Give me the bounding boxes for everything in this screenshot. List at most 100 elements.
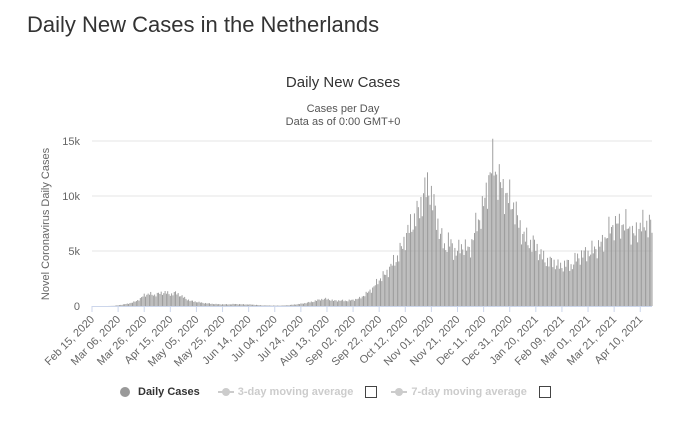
bar[interactable]: [507, 203, 509, 306]
bar[interactable]: [207, 303, 209, 306]
bar[interactable]: [560, 262, 562, 306]
bar[interactable]: [451, 243, 453, 306]
bar[interactable]: [526, 227, 528, 306]
bar[interactable]: [118, 305, 120, 306]
bar[interactable]: [645, 230, 646, 306]
bar[interactable]: [492, 138, 494, 306]
bar[interactable]: [603, 251, 605, 306]
bar[interactable]: [301, 303, 303, 306]
bar[interactable]: [417, 207, 419, 306]
bar[interactable]: [143, 293, 145, 306]
bar[interactable]: [541, 259, 543, 306]
bar[interactable]: [364, 296, 366, 306]
bar[interactable]: [151, 294, 153, 306]
bar[interactable]: [544, 262, 546, 306]
bar[interactable]: [163, 293, 165, 306]
bar[interactable]: [639, 222, 641, 306]
bar[interactable]: [547, 257, 549, 306]
bar[interactable]: [150, 291, 152, 306]
bar[interactable]: [471, 239, 473, 306]
bar[interactable]: [638, 228, 640, 306]
bar[interactable]: [340, 300, 342, 306]
bar[interactable]: [209, 303, 210, 306]
bar[interactable]: [242, 304, 244, 306]
bar[interactable]: [289, 304, 291, 306]
bar[interactable]: [155, 296, 157, 306]
bar[interactable]: [383, 274, 385, 306]
bar[interactable]: [430, 185, 432, 306]
bar[interactable]: [286, 305, 287, 306]
bar[interactable]: [621, 225, 623, 306]
bar[interactable]: [437, 218, 439, 306]
bar[interactable]: [223, 304, 225, 306]
bar[interactable]: [518, 227, 520, 306]
bar[interactable]: [429, 204, 431, 306]
bar[interactable]: [323, 298, 325, 306]
bar[interactable]: [253, 304, 255, 306]
bar[interactable]: [210, 303, 212, 306]
bar[interactable]: [505, 193, 507, 306]
bar[interactable]: [489, 172, 491, 306]
bar[interactable]: [239, 304, 240, 306]
bar[interactable]: [355, 298, 357, 306]
bar[interactable]: [322, 299, 324, 306]
bar[interactable]: [579, 264, 581, 306]
bar[interactable]: [141, 297, 143, 306]
bar[interactable]: [194, 301, 196, 306]
bar[interactable]: [432, 210, 434, 306]
bar[interactable]: [368, 291, 370, 306]
bar[interactable]: [250, 304, 252, 306]
bar[interactable]: [510, 209, 512, 306]
bar[interactable]: [262, 305, 264, 306]
bar[interactable]: [496, 174, 498, 306]
bar[interactable]: [182, 297, 184, 306]
bar[interactable]: [327, 298, 329, 306]
bar[interactable]: [534, 239, 535, 306]
bar[interactable]: [393, 254, 395, 306]
bar[interactable]: [229, 304, 231, 306]
bar[interactable]: [256, 304, 257, 306]
bar[interactable]: [197, 302, 199, 306]
bar[interactable]: [173, 292, 175, 306]
bar[interactable]: [416, 200, 418, 306]
bar[interactable]: [124, 304, 126, 306]
bar[interactable]: [611, 227, 612, 306]
bar[interactable]: [188, 299, 190, 306]
bar[interactable]: [297, 303, 299, 306]
bar[interactable]: [539, 254, 541, 306]
bar[interactable]: [241, 304, 243, 306]
bar[interactable]: [474, 232, 475, 306]
bar[interactable]: [535, 251, 537, 306]
bar[interactable]: [515, 201, 517, 306]
bar[interactable]: [122, 304, 124, 306]
bar[interactable]: [633, 233, 635, 306]
bar[interactable]: [291, 304, 293, 306]
bar[interactable]: [257, 304, 259, 306]
bar[interactable]: [175, 291, 177, 306]
bar[interactable]: [520, 244, 522, 306]
bar[interactable]: [514, 224, 516, 306]
bar[interactable]: [343, 301, 345, 306]
bar[interactable]: [502, 179, 504, 306]
bar[interactable]: [421, 216, 423, 306]
bar[interactable]: [349, 300, 351, 306]
bars-daily-cases[interactable]: [108, 138, 653, 306]
bar[interactable]: [586, 261, 588, 306]
bar[interactable]: [530, 239, 532, 306]
bar[interactable]: [270, 305, 272, 306]
bar[interactable]: [235, 303, 237, 306]
bar[interactable]: [498, 164, 500, 306]
bar[interactable]: [577, 253, 579, 306]
bar[interactable]: [117, 305, 119, 306]
bar[interactable]: [578, 258, 580, 306]
bar[interactable]: [629, 226, 631, 306]
bar[interactable]: [605, 238, 607, 306]
bar[interactable]: [642, 209, 644, 306]
bar[interactable]: [540, 249, 542, 306]
bar[interactable]: [630, 244, 632, 306]
bar[interactable]: [646, 220, 648, 306]
bar[interactable]: [352, 299, 354, 306]
bar[interactable]: [310, 301, 312, 306]
bar[interactable]: [531, 251, 533, 306]
bar[interactable]: [308, 301, 310, 306]
